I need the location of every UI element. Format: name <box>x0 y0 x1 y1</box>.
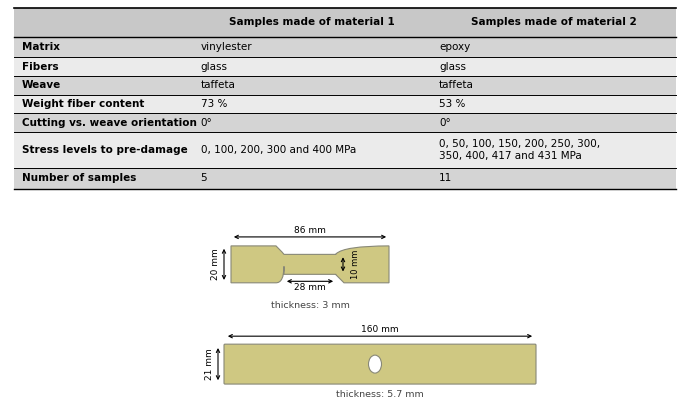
Text: taffeta: taffeta <box>439 80 474 90</box>
Text: epoxy: epoxy <box>439 42 471 52</box>
Text: 73 %: 73 % <box>201 99 227 109</box>
Bar <box>14 113 676 132</box>
Text: Cutting vs. weave orientation: Cutting vs. weave orientation <box>22 117 197 128</box>
Text: taffeta: taffeta <box>201 80 235 90</box>
Text: Samples made of material 1: Samples made of material 1 <box>229 18 395 27</box>
Text: 10 mm: 10 mm <box>351 249 360 279</box>
Bar <box>14 57 676 76</box>
Text: Stress levels to pre-damage: Stress levels to pre-damage <box>22 145 188 155</box>
Text: Number of samples: Number of samples <box>22 173 136 184</box>
Bar <box>14 168 676 189</box>
Text: 53 %: 53 % <box>439 99 466 109</box>
Text: thickness: 3 mm: thickness: 3 mm <box>270 301 349 310</box>
Text: 160 mm: 160 mm <box>361 325 399 334</box>
Text: 20 mm: 20 mm <box>212 249 221 280</box>
Text: Matrix: Matrix <box>22 42 60 52</box>
Text: 0, 100, 200, 300 and 400 MPa: 0, 100, 200, 300 and 400 MPa <box>201 145 356 155</box>
PathPatch shape <box>231 246 389 283</box>
Text: Weave: Weave <box>22 80 61 90</box>
Bar <box>14 94 676 113</box>
Text: 21 mm: 21 mm <box>206 348 215 380</box>
Bar <box>14 37 676 57</box>
Bar <box>14 132 676 168</box>
Text: glass: glass <box>439 62 466 72</box>
Text: Weight fiber content: Weight fiber content <box>22 99 144 109</box>
Text: 28 mm: 28 mm <box>294 283 326 292</box>
Text: 0, 50, 100, 150, 200, 250, 300,
350, 400, 417 and 431 MPa: 0, 50, 100, 150, 200, 250, 300, 350, 400… <box>439 139 600 161</box>
Bar <box>14 8 676 37</box>
Text: 11: 11 <box>439 173 453 184</box>
Text: thickness: 5.7 mm: thickness: 5.7 mm <box>336 390 424 399</box>
Bar <box>14 76 676 94</box>
FancyBboxPatch shape <box>224 344 536 384</box>
Text: 0°: 0° <box>201 117 213 128</box>
Text: Samples made of material 2: Samples made of material 2 <box>471 18 637 27</box>
Text: 0°: 0° <box>439 117 451 128</box>
Ellipse shape <box>368 355 382 373</box>
Text: Fibers: Fibers <box>22 62 59 72</box>
Text: vinylester: vinylester <box>201 42 253 52</box>
Text: 86 mm: 86 mm <box>294 226 326 235</box>
Text: glass: glass <box>201 62 228 72</box>
Text: 5: 5 <box>201 173 207 184</box>
